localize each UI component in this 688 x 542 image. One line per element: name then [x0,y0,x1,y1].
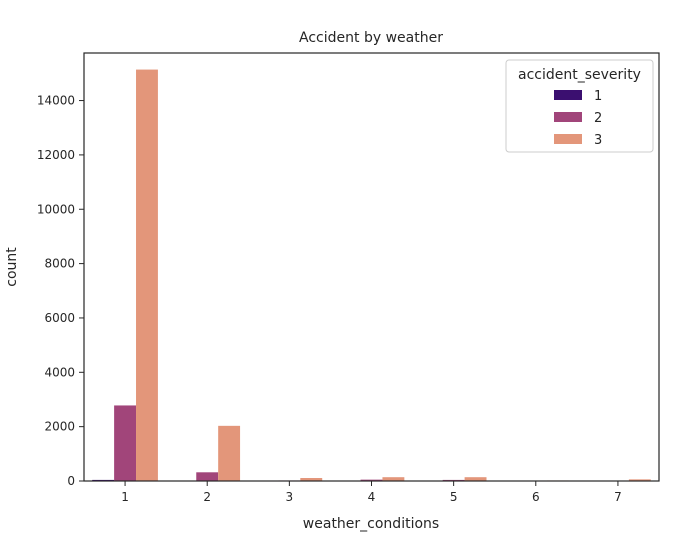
bar-weather-3-severity-3 [300,478,323,481]
bar-weather-2-severity-3 [218,425,241,481]
legend: accident_severity 1 2 3 [505,59,654,153]
legend-swatch-2 [554,112,582,122]
plot-area: 0 2000 4000 6000 8000 10000 12000 14000 1 2 3 4 5 6 7 [37,52,660,504]
x-tick-label: 5 [450,490,458,504]
bar-weather-7-severity-3 [628,479,651,481]
y-tick-label: 0 [67,474,75,488]
x-tick-label: 2 [203,490,211,504]
x-axis-label: weather_conditions [303,516,439,532]
bar-weather-4-severity-2 [360,479,383,481]
y-tick-label: 14000 [37,94,75,108]
bar-weather-1-severity-3 [136,69,158,481]
legend-label-3: 3 [594,133,602,148]
y-axis-label: count [4,247,20,287]
legend-label-2: 2 [594,111,602,126]
legend-label-1: 1 [594,89,602,104]
x-tick-label: 6 [532,490,540,504]
bar-weather-1-severity-2 [114,405,137,481]
y-tick-label: 12000 [37,148,75,162]
y-tick-label: 2000 [44,420,75,434]
x-tick-label: 1 [121,490,129,504]
legend-title: accident_severity [518,67,641,83]
y-tick-label: 4000 [44,365,75,379]
x-tick-label: 4 [368,490,376,504]
x-tick-label: 7 [614,490,622,504]
y-tick-label: 6000 [44,311,75,325]
y-tick-label: 10000 [37,202,75,216]
chart-title: Accident by weather [299,30,443,46]
bar-weather-4-severity-3 [382,477,405,481]
y-tick-label: 8000 [44,257,75,271]
x-tick-label: 3 [286,490,294,504]
bar-weather-2-severity-2 [196,472,219,481]
legend-box [505,59,654,153]
legend-swatch-3 [554,134,582,144]
legend-swatch-1 [554,90,582,100]
bar-weather-5-severity-3 [464,477,487,481]
